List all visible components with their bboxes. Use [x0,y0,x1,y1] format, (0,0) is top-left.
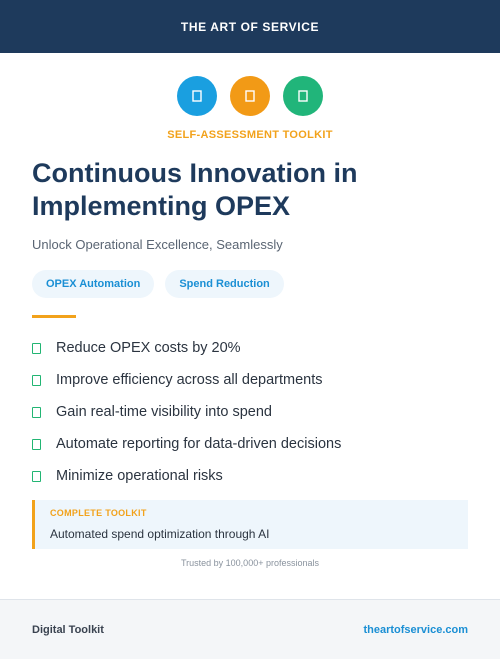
list-item: Reduce OPEX costs by 20% [32,332,472,364]
check-icon [32,374,41,386]
feature-icons [0,76,500,116]
callout-kicker: COMPLETE TOOLKIT [50,508,147,518]
top-banner: THE ART OF SERVICE [0,0,500,53]
benefit-list: Reduce OPEX costs by 20% Improve efficie… [32,332,472,492]
list-item: Gain real-time visibility into spend [32,396,472,428]
list-item-text: Minimize operational risks [56,468,223,484]
page-title: Continuous Innovation in Implementing OP… [32,158,358,221]
check-icon [32,470,41,482]
lightbulb-icon [230,76,270,116]
list-item-text: Gain real-time visibility into spend [56,404,272,420]
callout-text: Automated spend optimization through AI [50,527,270,541]
accent-divider [32,315,76,318]
list-item: Automate reporting for data-driven decis… [32,428,472,460]
tag-list: OPEX Automation Spend Reduction [32,270,284,298]
check-icon [32,438,41,450]
list-item-text: Improve efficiency across all department… [56,372,323,388]
toolkit-kicker: SELF-ASSESSMENT TOOLKIT [167,129,333,141]
list-item-text: Reduce OPEX costs by 20% [56,340,241,356]
toolkit-callout: COMPLETE TOOLKIT Automated spend optimiz… [32,500,468,549]
list-item: Minimize operational risks [32,460,472,492]
website-link[interactable]: theartofservice.com [363,623,468,636]
check-icon [32,342,41,354]
trusted-note: Trusted by 100,000+ professionals [180,558,319,568]
footer-label: Digital Toolkit [32,623,104,636]
tag-spend-reduction[interactable]: Spend Reduction [165,270,284,298]
footer: Digital Toolkit theartofservice.com [0,599,500,659]
gear-icon [283,76,323,116]
page-subtitle: Unlock Operational Excellence, Seamlessl… [32,237,283,252]
list-item-text: Automate reporting for data-driven decis… [56,436,342,452]
brand-name: THE ART OF SERVICE [180,19,320,34]
chart-icon [177,76,217,116]
list-item: Improve efficiency across all department… [32,364,472,396]
tag-opex-automation[interactable]: OPEX Automation [32,270,155,298]
check-icon [32,406,41,418]
